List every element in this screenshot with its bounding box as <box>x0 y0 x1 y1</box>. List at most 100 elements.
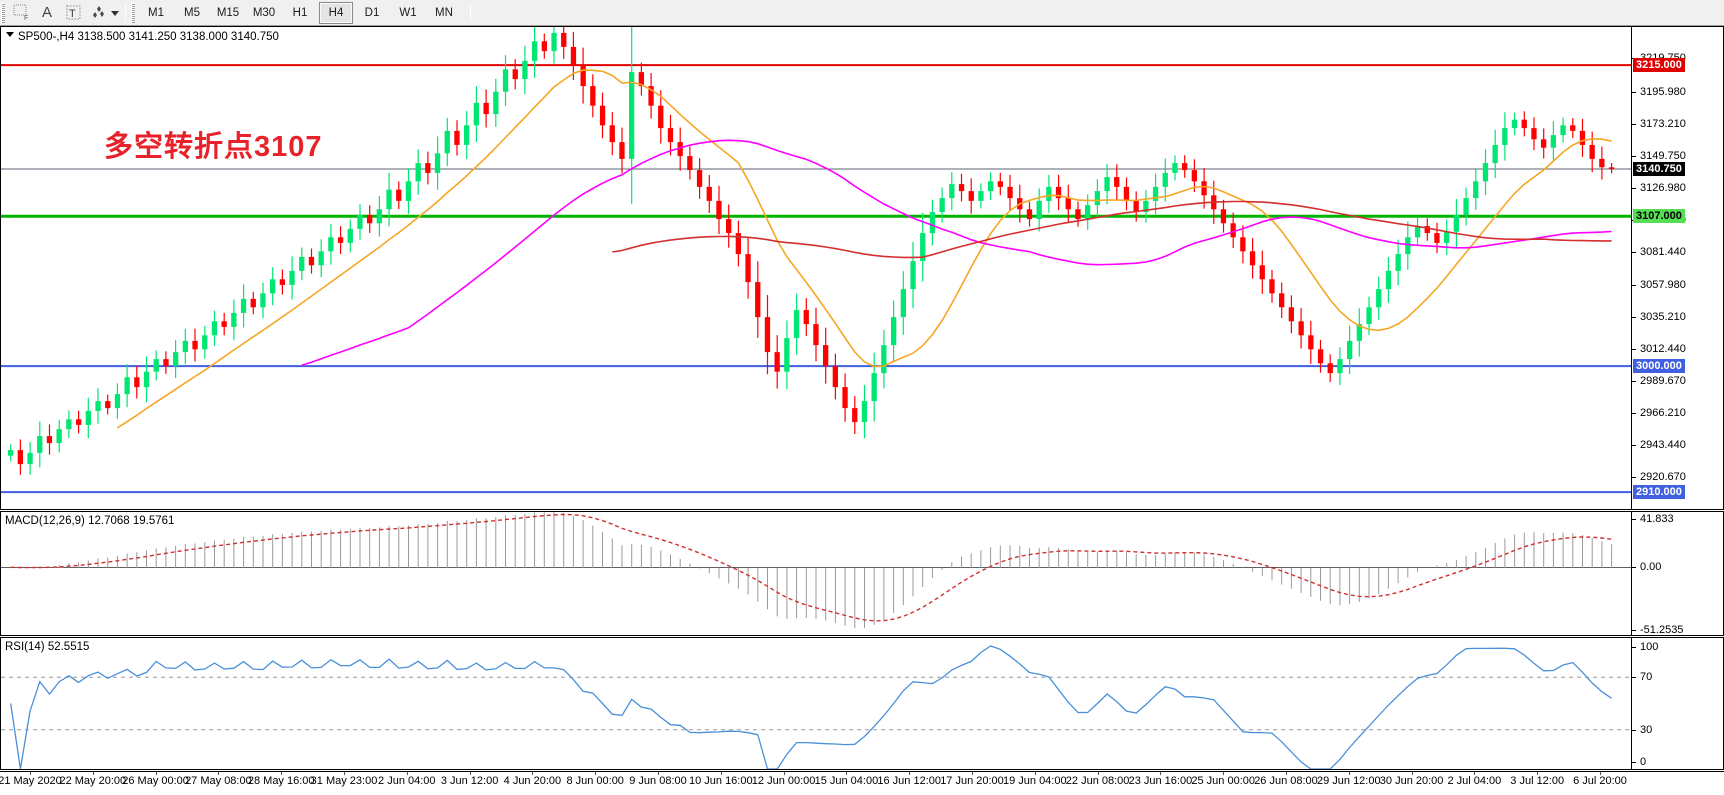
time-tick <box>1600 772 1601 775</box>
time-tick <box>720 772 722 775</box>
time-tick-label: 23 Jun 16:00 <box>1128 775 1193 787</box>
support-2910-label: 2910.000 <box>1633 485 1685 500</box>
price-tick-label: 3173.210 <box>1640 117 1686 130</box>
time-tick-label: 27 May 08:00 <box>185 775 252 787</box>
time-tick <box>406 772 408 775</box>
current-price-label: 3140.750 <box>1633 162 1685 177</box>
time-tick <box>532 772 534 775</box>
timeframe-h1[interactable]: H1 <box>292 6 308 19</box>
rsi-tick-label: 70 <box>1640 671 1653 684</box>
time-tick <box>344 772 345 775</box>
price-tick <box>1632 348 1636 350</box>
time-tick-label: 22 May 20:00 <box>59 775 127 787</box>
timeframe-h4[interactable]: H4 <box>319 1 353 24</box>
objects-icon[interactable] <box>86 2 112 24</box>
price-tick <box>1632 156 1636 158</box>
price-axis[interactable]: 3219.7503195.9803173.2103149.7503126.980… <box>1631 27 1723 509</box>
time-tick <box>155 772 157 775</box>
time-tick <box>218 772 220 775</box>
chart-annotation-text: 多空转折点3107 <box>104 131 323 163</box>
macd-tick <box>1632 519 1636 520</box>
timeframe-m30[interactable]: M30 <box>252 6 276 19</box>
rsi-panel[interactable]: RSI(14) 52.5515 100 70 30 0 <box>0 637 1724 770</box>
timeframe-m15[interactable]: M15 <box>216 6 240 19</box>
time-tick-label: 26 Jun 08:00 <box>1254 775 1318 787</box>
time-tick-label: 19 Jun 04:00 <box>1002 775 1067 787</box>
time-tick-label: 4 Jun 20:00 <box>503 775 562 787</box>
timeframe-drag-handle[interactable] <box>131 2 135 23</box>
time-tick <box>909 772 911 775</box>
crosshair-f-icon[interactable]: F <box>8 2 34 24</box>
time-tick <box>469 772 471 775</box>
time-tick-label: 9 Jun 08:00 <box>629 775 687 787</box>
chart-area[interactable]: SP500-,H4 3138.500 3141.250 3138.000 314… <box>0 26 1724 795</box>
time-tick <box>1411 772 1413 775</box>
panel-collapse-arrow[interactable] <box>6 32 14 37</box>
time-tick-label: 2 Jun 04:00 <box>378 775 436 787</box>
time-tick <box>1474 772 1476 775</box>
rsi-plot[interactable] <box>1 638 1631 769</box>
time-tick-label: 8 Jun 00:00 <box>566 775 624 787</box>
price-tick <box>1632 188 1636 190</box>
time-tick <box>595 772 597 775</box>
symbol-header: SP500-,H4 3138.500 3141.250 3138.000 314… <box>18 31 279 43</box>
price-tick-label: 3012.440 <box>1640 342 1686 355</box>
time-tick-label: 29 Jun 12:00 <box>1316 775 1381 787</box>
timeframe-m1[interactable]: M1 <box>148 6 164 19</box>
time-tick-label: 28 May 16:00 <box>247 775 315 787</box>
toolbar-separator <box>125 3 126 22</box>
time-tick-label: 31 May 23:00 <box>310 775 378 787</box>
price-plot[interactable]: 多空转折点3107 <box>1 27 1631 509</box>
resistance-level-label: 3215.000 <box>1633 58 1685 73</box>
macd-canvas <box>1 512 1631 629</box>
toolbar-drag-handle[interactable] <box>1 2 5 23</box>
price-tick-label: 2966.210 <box>1640 407 1686 420</box>
price-tick <box>1632 123 1636 125</box>
macd-plot[interactable] <box>1 512 1631 635</box>
time-tick-label: 3 Jun 12:00 <box>440 775 499 787</box>
time-tick <box>1537 772 1539 775</box>
text-label-icon[interactable]: A <box>34 2 60 24</box>
price-tick-label: 3126.980 <box>1640 182 1686 195</box>
price-tick-label: 3195.980 <box>1640 85 1686 98</box>
price-canvas <box>1 27 1631 494</box>
time-tick-label: 6 Jul 20:00 <box>1573 775 1627 787</box>
macd-tick-label: 0.00 <box>1640 561 1662 574</box>
timeframe-d1[interactable]: D1 <box>364 6 380 19</box>
rsi-tick <box>1632 762 1636 763</box>
macd-panel[interactable]: MACD(12,26,9) 12.7068 19.5761 41.833 0.00… <box>0 511 1724 636</box>
time-tick <box>1097 772 1099 775</box>
macd-tick <box>1632 630 1636 631</box>
timeframe-mn[interactable]: MN <box>435 6 453 19</box>
price-tick <box>1632 413 1636 415</box>
time-tick <box>972 772 973 775</box>
macd-axis: 41.833 0.00 -51.2535 <box>1631 512 1723 636</box>
svg-text:T: T <box>69 8 76 20</box>
price-tick <box>1632 91 1636 93</box>
price-tick-label: 3035.210 <box>1640 310 1686 323</box>
time-tick-label: 15 Jun 04:00 <box>814 775 879 787</box>
time-tick-label: 2 Jul 04:00 <box>1447 775 1502 787</box>
price-tick <box>1632 445 1636 447</box>
time-tick <box>30 772 31 775</box>
timeframe-w1[interactable]: W1 <box>399 6 417 19</box>
price-tick-label: 3149.750 <box>1640 150 1686 163</box>
main-toolbar: F A T M1 M5 M15 M30 H1 H4 D1 W1 MN <box>0 0 1724 26</box>
rsi-tick-label: 100 <box>1640 641 1659 653</box>
macd-tick-label: -51.2535 <box>1640 624 1684 636</box>
toolbar-separator-end <box>470 3 471 22</box>
text-box-icon[interactable]: T <box>60 2 86 24</box>
time-tick-label: 30 Jun 20:00 <box>1379 775 1444 787</box>
price-tick <box>1632 252 1636 254</box>
time-tick-label: 26 May 00:00 <box>122 775 189 787</box>
timeframe-m5[interactable]: M5 <box>184 6 200 19</box>
rsi-axis: 100 70 30 0 <box>1631 638 1723 769</box>
objects-dropdown-caret[interactable] <box>109 2 121 24</box>
time-tick <box>1034 772 1036 775</box>
time-tick <box>783 772 785 775</box>
macd-tick-label: 41.833 <box>1640 513 1674 525</box>
price-tick <box>1632 284 1636 286</box>
rsi-canvas <box>1 645 1631 769</box>
time-tick <box>1223 772 1225 775</box>
price-panel[interactable]: SP500-,H4 3138.500 3141.250 3138.000 314… <box>0 26 1724 510</box>
